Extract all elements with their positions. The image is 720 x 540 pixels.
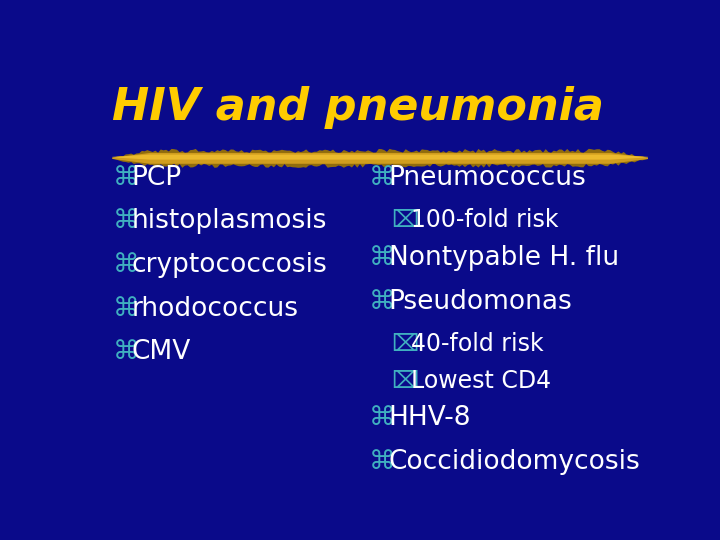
Text: 100-fold risk: 100-fold risk (411, 208, 558, 232)
Text: Coccidiodomycosis: Coccidiodomycosis (389, 449, 640, 475)
Text: cryptococcosis: cryptococcosis (132, 252, 328, 278)
Text: ⌧: ⌧ (392, 369, 418, 393)
Polygon shape (112, 149, 648, 168)
Text: ⌘: ⌘ (112, 208, 139, 234)
Text: Pseudomonas: Pseudomonas (389, 288, 572, 314)
Text: 40-fold risk: 40-fold risk (411, 332, 544, 356)
Text: ⌧: ⌧ (392, 332, 418, 356)
Text: rhodococcus: rhodococcus (132, 295, 299, 321)
Text: PCP: PCP (132, 165, 182, 191)
Text: ⌘: ⌘ (112, 252, 139, 278)
Text: ⌘: ⌘ (112, 339, 139, 365)
Text: ⌘: ⌘ (112, 295, 139, 321)
Text: Pneumococcus: Pneumococcus (389, 165, 586, 191)
Text: CMV: CMV (132, 339, 191, 365)
Text: ⌧: ⌧ (392, 208, 418, 232)
Polygon shape (112, 154, 648, 160)
Text: ⌘: ⌘ (369, 406, 395, 431)
Text: ⌘: ⌘ (369, 449, 395, 475)
Text: Lowest CD4: Lowest CD4 (411, 369, 551, 393)
Text: ⌘: ⌘ (369, 288, 395, 314)
Text: ⌘: ⌘ (369, 245, 395, 271)
Text: ⌘: ⌘ (112, 165, 139, 191)
Polygon shape (112, 153, 648, 164)
Text: histoplasmosis: histoplasmosis (132, 208, 327, 234)
Text: ⌘: ⌘ (369, 165, 395, 191)
Text: HIV and pneumonia: HIV and pneumonia (112, 85, 604, 129)
Text: HHV-8: HHV-8 (389, 406, 471, 431)
Text: Nontypable H. flu: Nontypable H. flu (389, 245, 618, 271)
